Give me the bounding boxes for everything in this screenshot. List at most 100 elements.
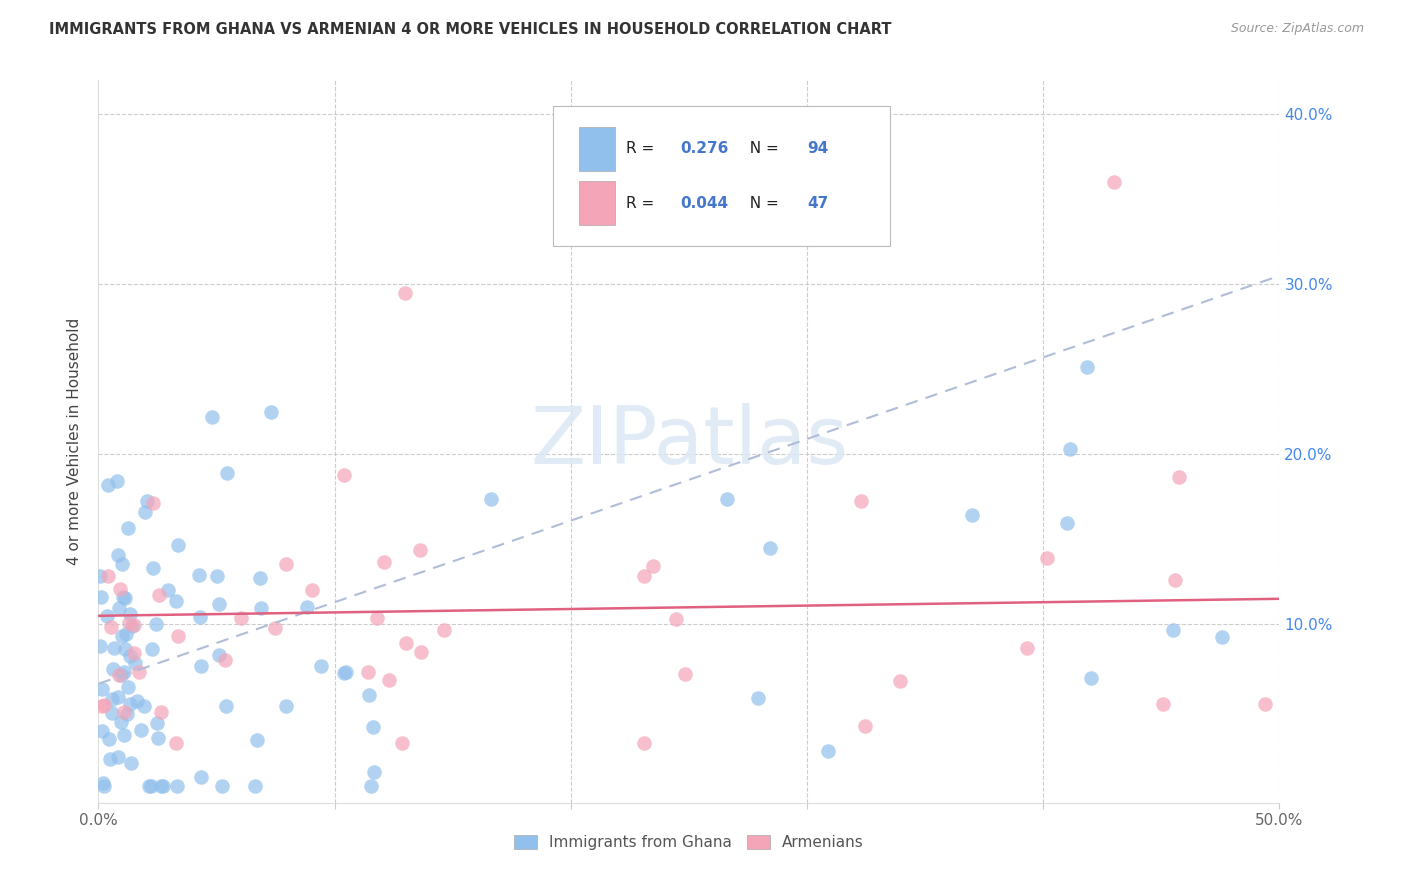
Point [479, 492, 502, 507]
Point [360, 779, 382, 793]
FancyBboxPatch shape [579, 128, 614, 170]
Point [333, 665, 356, 680]
FancyBboxPatch shape [579, 181, 614, 225]
Point [373, 555, 395, 569]
Point [1152, 697, 1174, 711]
Point [1102, 175, 1125, 189]
Point [112, 705, 135, 719]
Point [215, 698, 238, 713]
Point [148, 731, 170, 745]
Point [121, 618, 143, 632]
Point [115, 707, 138, 722]
Point [90, 724, 112, 739]
Point [205, 569, 228, 583]
Point [747, 691, 769, 706]
Point [115, 627, 138, 641]
Point [633, 736, 655, 750]
Point [107, 749, 129, 764]
Point [127, 694, 149, 708]
Point [264, 621, 287, 635]
Point [120, 756, 142, 771]
Point [112, 728, 135, 742]
Point [1056, 516, 1078, 531]
Point [124, 656, 146, 670]
Point [97, 569, 120, 583]
Point [89, 569, 111, 583]
Point [363, 764, 385, 779]
Text: 47: 47 [807, 195, 828, 211]
Point [641, 559, 664, 574]
Point [117, 680, 139, 694]
Point [145, 617, 167, 632]
Point [1076, 360, 1098, 375]
Point [853, 719, 876, 733]
Point [149, 705, 172, 719]
Legend: Immigrants from Ghana, Armenians: Immigrants from Ghana, Armenians [508, 830, 870, 856]
Point [110, 667, 132, 681]
Point [408, 542, 430, 557]
Point [97, 478, 120, 492]
Point [962, 508, 984, 522]
FancyBboxPatch shape [553, 105, 890, 246]
Text: N =: N = [740, 195, 783, 211]
Text: IMMIGRANTS FROM GHANA VS ARMENIAN 4 OR MORE VEHICLES IN HOUSEHOLD CORRELATION CH: IMMIGRANTS FROM GHANA VS ARMENIAN 4 OR M… [49, 22, 891, 37]
Point [89, 640, 111, 654]
Point [673, 667, 696, 681]
Point [108, 667, 131, 681]
Point [110, 582, 132, 597]
Point [249, 600, 271, 615]
Point [357, 688, 380, 702]
Text: 94: 94 [807, 142, 828, 156]
Point [249, 571, 271, 585]
Point [295, 600, 318, 615]
Point [260, 405, 283, 419]
Point [229, 611, 252, 625]
Point [101, 662, 124, 676]
Point [207, 597, 229, 611]
Point [138, 779, 160, 793]
Point [107, 548, 129, 562]
Point [132, 698, 155, 713]
Point [1059, 442, 1081, 456]
Point [105, 475, 128, 489]
Point [108, 601, 131, 615]
Point [1163, 573, 1185, 587]
Point [118, 607, 141, 621]
Text: R =: R = [626, 142, 659, 156]
Point [128, 665, 150, 679]
Point [276, 558, 298, 572]
Point [139, 779, 162, 793]
Point [851, 494, 873, 508]
Point [1168, 469, 1191, 483]
Y-axis label: 4 or more Vehicles in Household: 4 or more Vehicles in Household [67, 318, 83, 566]
Point [207, 648, 229, 662]
Point [148, 588, 170, 602]
Point [156, 583, 179, 598]
Point [243, 779, 266, 793]
Text: ZIPatlas: ZIPatlas [530, 402, 848, 481]
Point [333, 468, 356, 483]
Point [118, 649, 141, 664]
Point [135, 494, 157, 508]
Point [211, 779, 233, 793]
Point [101, 706, 124, 720]
Point [433, 623, 456, 637]
Point [1161, 623, 1184, 637]
Point [111, 557, 134, 571]
Point [214, 653, 236, 667]
Point [190, 770, 212, 784]
Text: N =: N = [740, 142, 783, 156]
Point [1211, 630, 1233, 644]
Point [91, 776, 114, 790]
Point [110, 714, 132, 729]
Point [716, 491, 738, 506]
Point [167, 537, 190, 551]
Point [395, 636, 418, 650]
Point [100, 692, 122, 706]
Point [190, 609, 212, 624]
Point [366, 610, 388, 624]
Point [93, 779, 115, 793]
Point [152, 779, 174, 793]
Point [103, 640, 125, 655]
Point [1080, 671, 1102, 685]
